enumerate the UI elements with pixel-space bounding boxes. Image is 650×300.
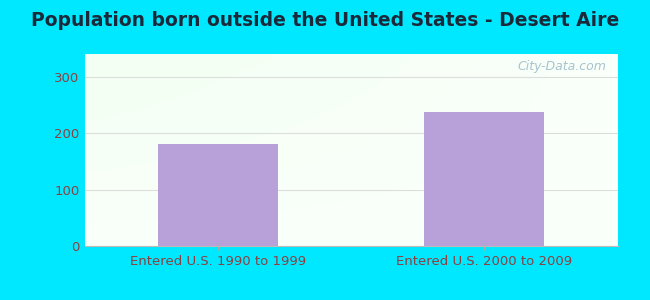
Text: Population born outside the United States - Desert Aire: Population born outside the United State…: [31, 11, 619, 29]
Text: City-Data.com: City-Data.com: [518, 60, 607, 73]
Bar: [424, 112, 544, 246]
Bar: [158, 144, 278, 246]
